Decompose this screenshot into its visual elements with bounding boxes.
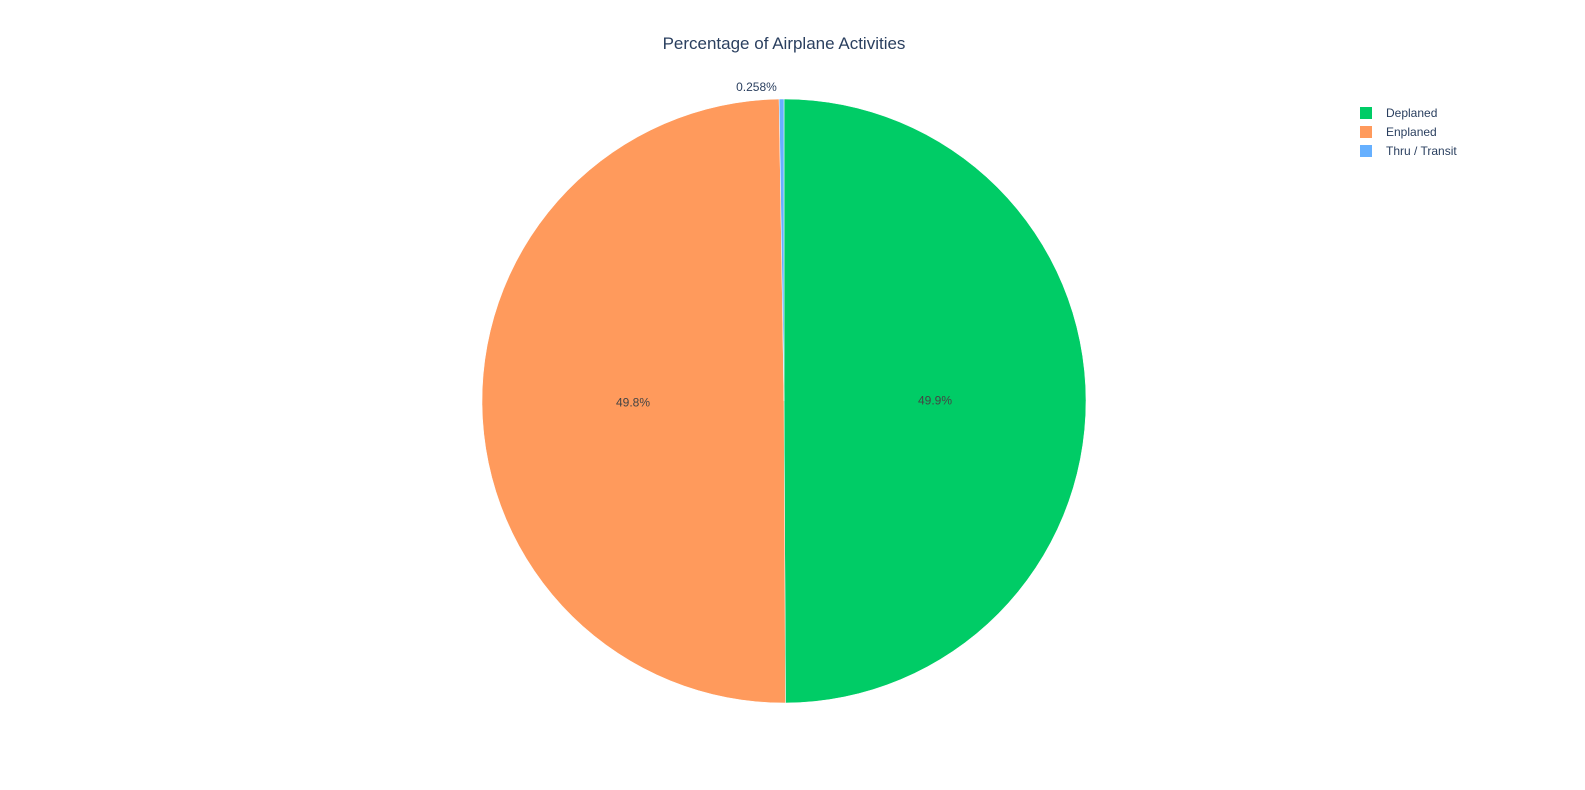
legend-label-thru-transit: Thru / Transit [1386, 144, 1457, 158]
pie-slice-enplaned[interactable] [481, 98, 786, 704]
pie-slice-thru-transit[interactable] [778, 98, 785, 402]
legend-item-enplaned[interactable]: Enplaned [1360, 125, 1437, 139]
legend-swatch-enplaned [1360, 126, 1372, 138]
slice-label-deplaned: 49.9% [918, 394, 952, 408]
legend-swatch-thru-transit [1360, 145, 1372, 157]
slice-label-thru-transit: 0.258% [736, 80, 777, 94]
legend-label-deplaned: Deplaned [1386, 106, 1437, 120]
legend-item-deplaned[interactable]: Deplaned [1360, 106, 1437, 120]
pie-slice-labels: 49.9% 49.8% 0.258% [616, 80, 952, 410]
legend-label-enplaned: Enplaned [1386, 125, 1437, 139]
legend-swatch-deplaned [1360, 107, 1372, 119]
legend-item-thru-transit[interactable]: Thru / Transit [1360, 144, 1457, 158]
pie-slice-deplaned[interactable] [783, 98, 1087, 704]
chart-title: Percentage of Airplane Activities [663, 34, 906, 53]
legend: Deplaned Enplaned Thru / Transit [1360, 106, 1457, 158]
pie-slices [481, 98, 1087, 704]
slice-label-enplaned: 49.8% [616, 396, 650, 410]
